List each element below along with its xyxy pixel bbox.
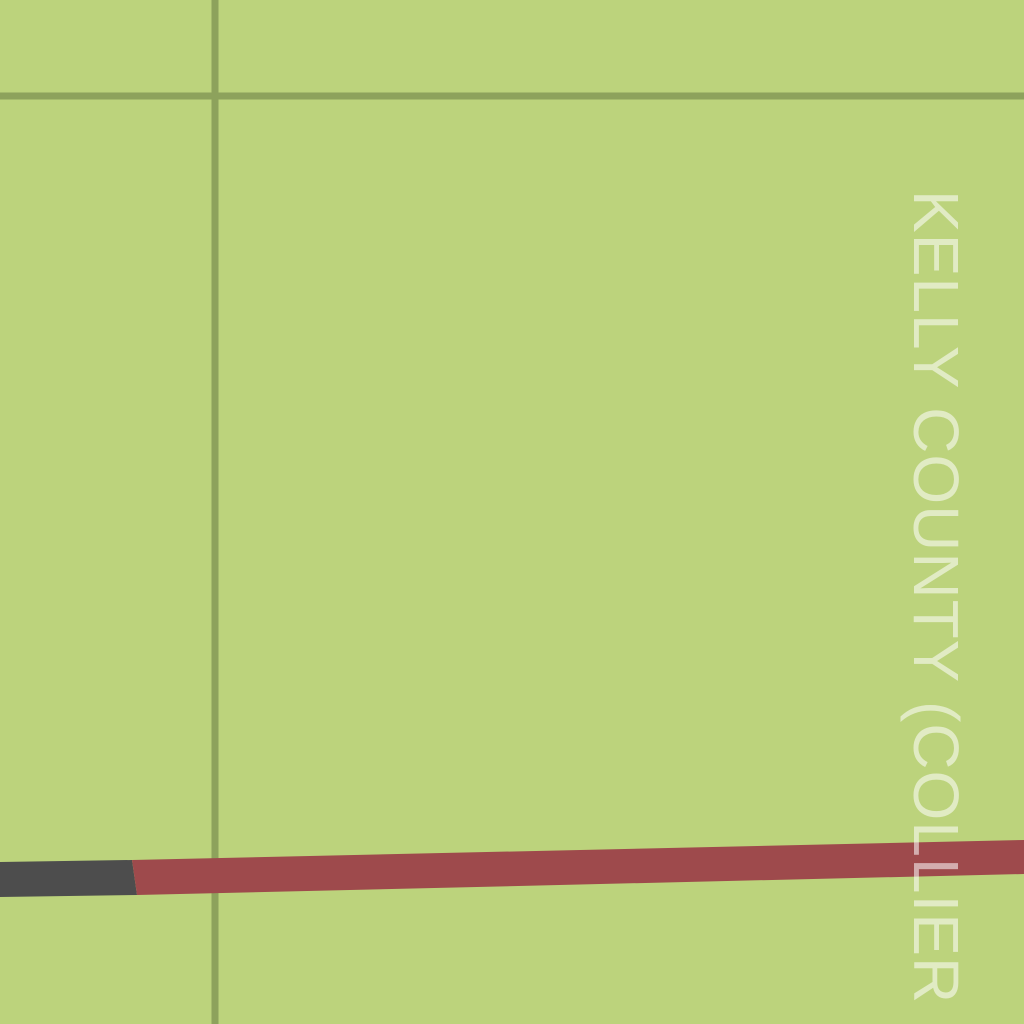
county-label: KELLY COUNTY (COLLIER: [900, 190, 972, 1005]
road-segment-dark[interactable]: [0, 860, 137, 897]
road-segment-red[interactable]: [132, 840, 1024, 895]
